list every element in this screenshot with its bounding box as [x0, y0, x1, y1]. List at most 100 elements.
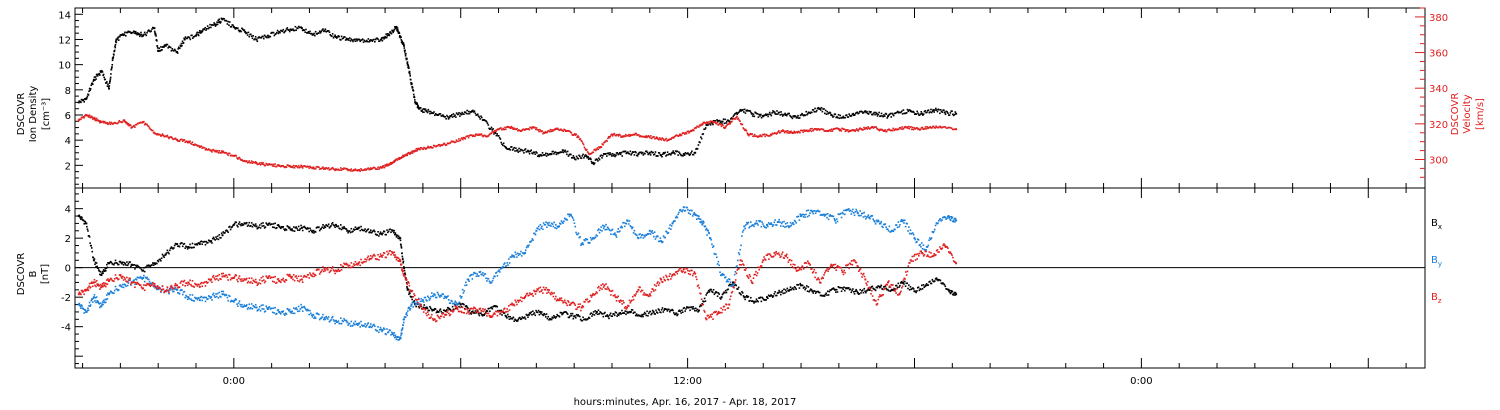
velocity-point [589, 153, 591, 155]
ion-density-point [478, 116, 481, 118]
ion-density-point [323, 29, 326, 32]
ion-density-point [861, 111, 863, 113]
bx-point [824, 293, 827, 296]
velocity-point [500, 127, 502, 129]
ion-density-point [460, 113, 463, 116]
bx-point [361, 229, 364, 232]
bx-point [709, 288, 712, 291]
ion-density-point [298, 26, 301, 29]
ion-density-point [945, 110, 948, 113]
by-point [230, 299, 233, 302]
velocity-point [288, 165, 290, 167]
velocity-point [602, 144, 604, 146]
ion-density-point [785, 114, 788, 117]
bx-point [80, 218, 82, 221]
by-point [652, 232, 654, 234]
by-point [411, 301, 414, 304]
ion-density-point [794, 115, 797, 118]
ion-density-point [935, 109, 938, 111]
velocity-point [597, 148, 599, 151]
bx-point [404, 272, 406, 275]
ion-density-point [124, 34, 127, 37]
ion-density-point [918, 114, 920, 116]
ion-density-point [583, 157, 585, 159]
ion-density-point [755, 112, 757, 114]
ion-density-point [250, 33, 252, 36]
velocity-point [372, 167, 374, 169]
bx-point [849, 288, 852, 291]
by-point [838, 213, 840, 216]
ion-density-point [911, 111, 914, 113]
by-point [793, 219, 796, 222]
bx-point [372, 230, 374, 232]
velocity-point [487, 135, 489, 138]
ion-density-point [265, 36, 268, 38]
by-point [784, 222, 787, 225]
bx-point [588, 317, 591, 319]
ion-density-point [907, 110, 910, 113]
bx-point [344, 227, 347, 230]
by-point [890, 229, 893, 232]
bx-point [815, 291, 818, 293]
velocity-point [641, 135, 644, 138]
ion-density-point [827, 112, 829, 115]
velocity-point [593, 149, 595, 151]
bx-point [923, 286, 926, 288]
by-point [336, 321, 339, 323]
bx-point [522, 317, 524, 319]
ion-density-point [916, 110, 918, 113]
ion-density-point [205, 29, 207, 31]
bx-point [510, 317, 512, 320]
velocity-point [524, 128, 527, 131]
by-point [872, 218, 874, 220]
bx-point [448, 307, 451, 310]
by-point [498, 269, 500, 271]
bx-point [525, 313, 528, 316]
by-point [583, 239, 585, 241]
velocity-point [467, 136, 470, 139]
velocity-point [133, 124, 135, 127]
bx-point [86, 228, 89, 230]
by-point [261, 308, 263, 310]
bx-point [81, 217, 83, 219]
by-point [421, 299, 424, 302]
by-point [339, 317, 342, 319]
ion-density-point [730, 118, 732, 120]
bx-point [654, 313, 656, 315]
bx-point [415, 305, 417, 308]
bx-point [480, 312, 482, 314]
by-point [281, 311, 284, 313]
velocity-point [82, 115, 85, 118]
bx-point [891, 289, 894, 291]
ion-density-point [829, 112, 832, 114]
velocity-point [843, 128, 846, 131]
velocity-point [266, 163, 269, 166]
by-point [588, 242, 590, 244]
by-point [835, 218, 838, 220]
velocity-point [827, 130, 830, 133]
velocity-point [865, 126, 868, 129]
by-point [784, 226, 786, 228]
ion-density-point [681, 154, 684, 157]
ion-density-point [108, 85, 111, 87]
velocity-point [729, 122, 732, 125]
velocity-point [641, 135, 643, 138]
velocity-point [249, 162, 251, 164]
bx-point [387, 230, 390, 233]
velocity-point [218, 149, 221, 152]
by-point [111, 292, 114, 294]
bx-point [160, 259, 162, 262]
by-point [835, 222, 837, 224]
velocity-point [229, 154, 232, 157]
bx-point [916, 286, 919, 289]
velocity-point [889, 129, 892, 132]
by-point [725, 280, 728, 283]
velocity-point [945, 127, 948, 129]
velocity-point [422, 148, 424, 151]
ion-density-point [438, 113, 440, 116]
by-point [392, 332, 394, 335]
bx-point [889, 290, 891, 292]
bx-point [365, 229, 368, 232]
ion-density-point [519, 150, 521, 153]
ion-density-point [386, 33, 389, 35]
